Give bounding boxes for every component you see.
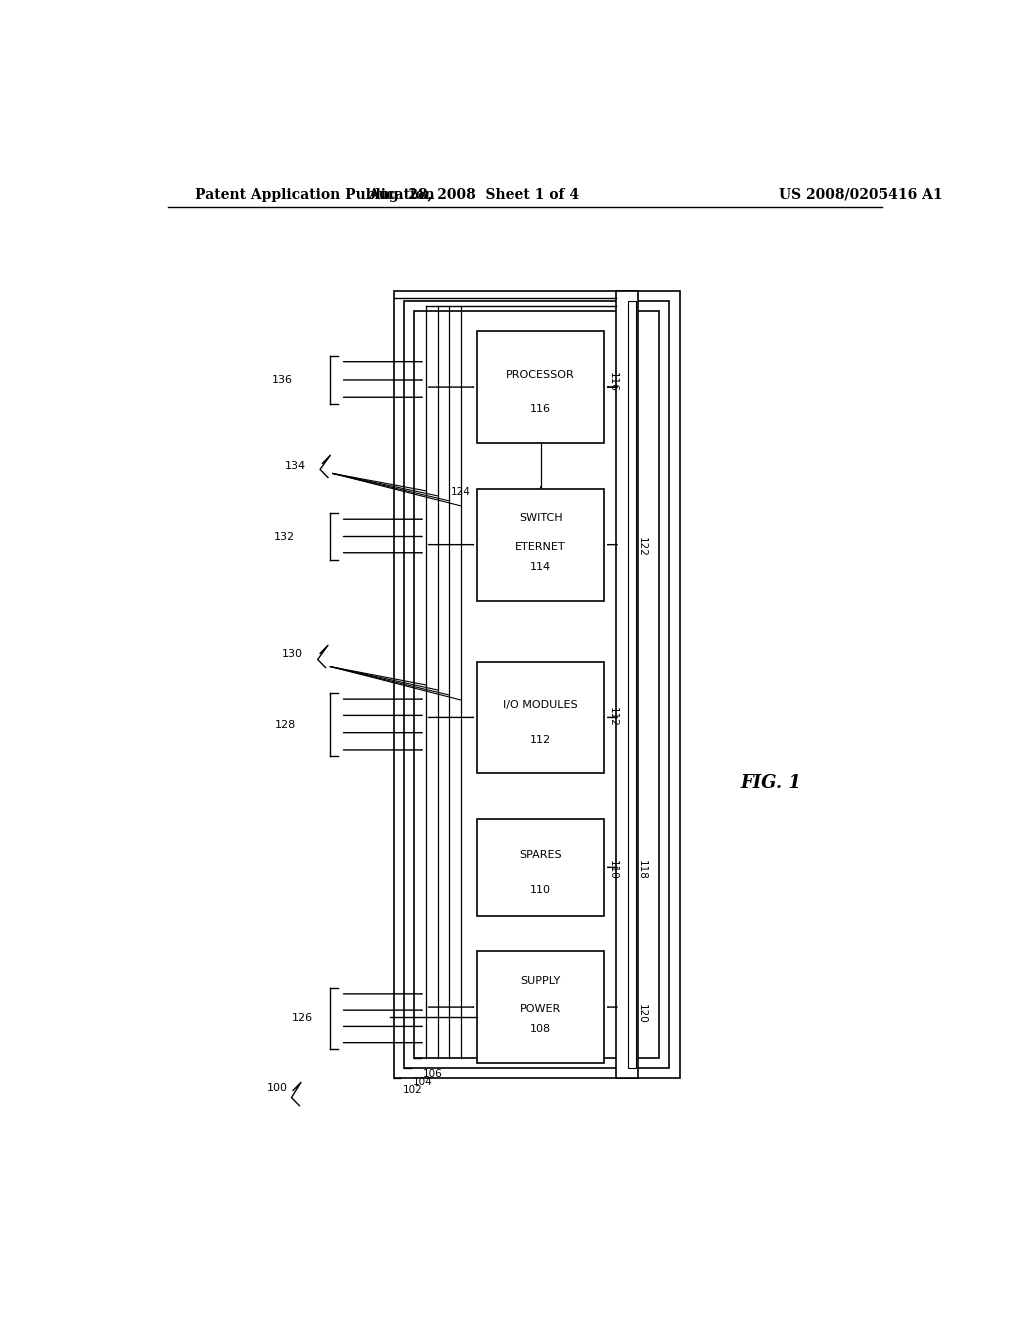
Text: ETERNET: ETERNET [515,541,566,552]
Text: Patent Application Publication: Patent Application Publication [196,187,435,202]
Text: 106: 106 [423,1069,443,1080]
Text: 120: 120 [637,1005,647,1024]
Text: 132: 132 [273,532,295,541]
Text: 128: 128 [274,719,296,730]
Text: 108: 108 [530,1024,551,1035]
Bar [394,290,680,1078]
Text: 110: 110 [608,861,618,879]
Text: 126: 126 [292,1014,313,1023]
Text: US 2008/0205416 A1: US 2008/0205416 A1 [778,187,942,202]
Text: 124: 124 [451,487,471,496]
Text: 114: 114 [530,562,551,572]
Bar [616,290,638,1078]
Text: 122: 122 [637,537,647,557]
Text: 118: 118 [637,859,647,880]
Text: 102: 102 [402,1085,422,1096]
Text: 116: 116 [608,372,618,392]
Bar [477,952,604,1063]
Bar [477,331,604,444]
Text: Aug. 28, 2008  Sheet 1 of 4: Aug. 28, 2008 Sheet 1 of 4 [368,187,579,202]
Text: 116: 116 [530,404,551,414]
Text: 130: 130 [282,649,303,660]
Text: 104: 104 [413,1077,433,1088]
Bar [477,488,604,601]
Text: SUPPLY: SUPPLY [520,975,561,986]
Bar [628,301,636,1068]
Text: 110: 110 [530,884,551,895]
Text: POWER: POWER [520,1005,561,1014]
Text: PROCESSOR: PROCESSOR [506,370,575,380]
Text: 112: 112 [530,735,551,744]
Bar [477,818,604,916]
Text: 112: 112 [608,708,618,727]
Text: 100: 100 [266,1084,288,1093]
Bar [415,312,658,1057]
Bar [477,661,604,774]
Text: I/O MODULES: I/O MODULES [504,700,578,710]
Text: SWITCH: SWITCH [519,513,562,523]
Text: FIG. 1: FIG. 1 [740,775,801,792]
Text: 136: 136 [272,375,293,385]
Bar [404,301,670,1068]
Text: 134: 134 [285,462,306,471]
Text: SPARES: SPARES [519,850,562,861]
